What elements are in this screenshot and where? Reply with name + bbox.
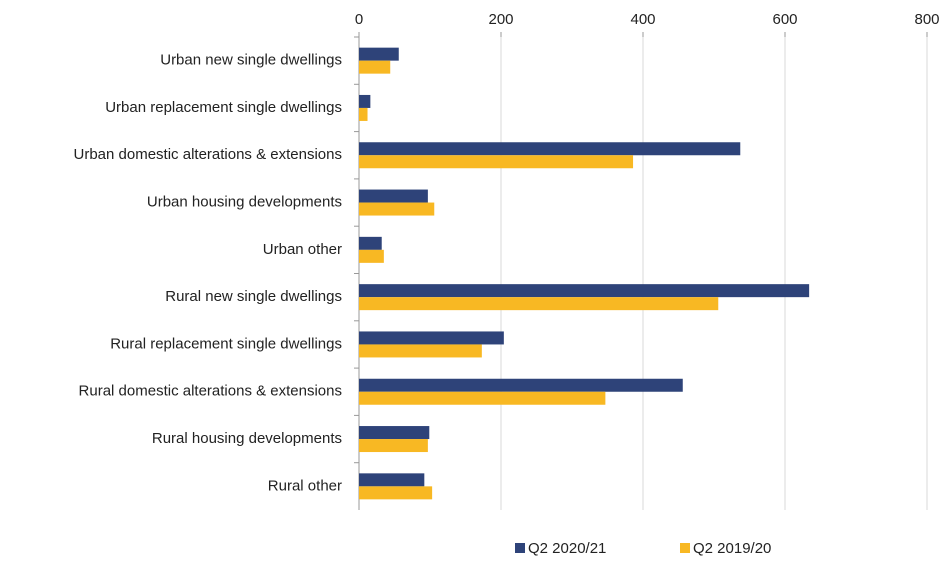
- bar: [359, 142, 741, 156]
- bar: [359, 107, 368, 121]
- bar: [359, 439, 428, 453]
- y-tick-label: Rural other: [268, 477, 342, 494]
- legend-swatch: [680, 543, 690, 553]
- x-tick-label: 600: [772, 11, 797, 28]
- y-tick-label: Urban housing developments: [147, 194, 342, 211]
- y-tick-label: Rural replacement single dwellings: [110, 335, 342, 352]
- y-tick-label: Urban other: [263, 241, 342, 258]
- bar: [359, 473, 425, 487]
- bar: [359, 47, 399, 61]
- y-tick-label: Rural housing developments: [152, 430, 342, 447]
- bar: [359, 249, 384, 263]
- bar: [359, 486, 433, 500]
- bar: [359, 202, 435, 216]
- y-tick-label: Rural new single dwellings: [165, 288, 342, 305]
- bar: [359, 155, 634, 169]
- bar: [359, 344, 482, 358]
- x-tick-label: 0: [355, 11, 363, 28]
- bar: [359, 331, 504, 345]
- y-tick-label: Urban replacement single dwellings: [105, 99, 342, 116]
- y-tick-label: Urban new single dwellings: [160, 52, 342, 69]
- legend-label: Q2 2020/21: [528, 540, 606, 557]
- y-tick-label: Rural domestic alterations & extensions: [79, 383, 342, 400]
- bar: [359, 236, 382, 250]
- bar: [359, 378, 683, 392]
- legend-swatch: [515, 543, 525, 553]
- y-tick-label: Urban domestic alterations & extensions: [74, 146, 342, 163]
- bar: [359, 60, 391, 74]
- bar: [359, 426, 430, 440]
- bar: [359, 94, 371, 108]
- legend-label: Q2 2019/20: [693, 540, 771, 557]
- bar: [359, 297, 719, 311]
- bar: [359, 284, 810, 298]
- x-tick-label: 400: [630, 11, 655, 28]
- x-tick-label: 200: [488, 11, 513, 28]
- x-tick-label: 800: [914, 11, 939, 28]
- bar: [359, 391, 606, 405]
- bar: [359, 189, 428, 203]
